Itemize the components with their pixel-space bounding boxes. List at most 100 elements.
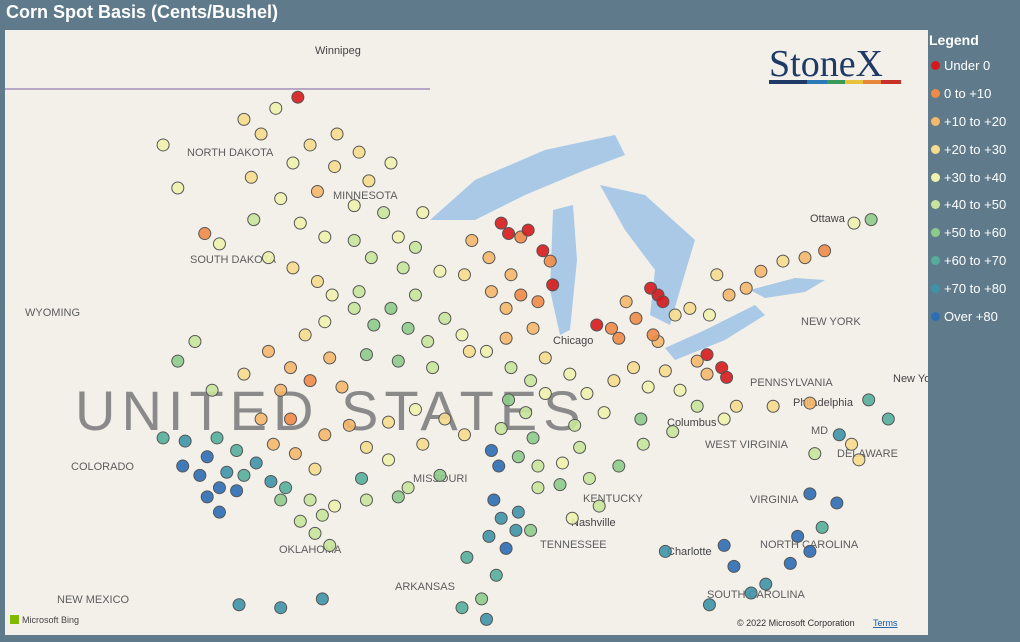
basis-point[interactable] xyxy=(722,288,736,302)
basis-point[interactable] xyxy=(646,328,660,342)
basis-point[interactable] xyxy=(200,490,214,504)
legend-item[interactable]: Under 0 xyxy=(928,52,1020,80)
basis-point[interactable] xyxy=(489,568,503,582)
basis-point[interactable] xyxy=(310,185,324,199)
basis-point[interactable] xyxy=(455,601,469,615)
basis-point[interactable] xyxy=(845,437,859,451)
basis-point[interactable] xyxy=(323,351,337,365)
basis-point[interactable] xyxy=(288,447,302,461)
basis-point[interactable] xyxy=(210,431,224,445)
basis-point[interactable] xyxy=(156,431,170,445)
basis-point[interactable] xyxy=(284,412,297,426)
basis-point[interactable] xyxy=(178,434,192,448)
basis-point[interactable] xyxy=(568,418,582,432)
basis-point[interactable] xyxy=(524,523,538,537)
basis-point[interactable] xyxy=(727,559,741,573)
basis-point[interactable] xyxy=(590,318,604,332)
basis-point[interactable] xyxy=(502,393,516,407)
basis-point[interactable] xyxy=(249,456,263,470)
basis-point[interactable] xyxy=(690,354,704,368)
basis-point[interactable] xyxy=(604,321,618,335)
basis-point[interactable] xyxy=(700,367,714,381)
basis-point[interactable] xyxy=(668,308,682,322)
basis-point[interactable] xyxy=(364,251,378,265)
basis-point[interactable] xyxy=(457,268,471,282)
basis-point[interactable] xyxy=(607,374,621,388)
basis-point[interactable] xyxy=(482,251,496,265)
basis-point[interactable] xyxy=(729,399,743,413)
basis-point[interactable] xyxy=(803,396,817,410)
basis-point[interactable] xyxy=(555,456,569,470)
basis-point[interactable] xyxy=(212,237,226,251)
basis-point[interactable] xyxy=(359,493,373,507)
basis-point[interactable] xyxy=(847,216,861,230)
basis-point[interactable] xyxy=(377,206,391,220)
basis-point[interactable] xyxy=(636,437,650,451)
basis-point[interactable] xyxy=(702,308,716,322)
basis-point[interactable] xyxy=(355,471,369,485)
basis-point[interactable] xyxy=(480,612,493,626)
basis-point[interactable] xyxy=(416,437,430,451)
basis-point[interactable] xyxy=(362,174,376,188)
basis-point[interactable] xyxy=(499,301,513,315)
basis-point[interactable] xyxy=(658,364,672,378)
basis-point[interactable] xyxy=(543,254,557,268)
basis-point[interactable] xyxy=(526,321,540,335)
basis-point[interactable] xyxy=(254,127,268,141)
basis-point[interactable] xyxy=(783,556,797,570)
legend-item[interactable]: +10 to +20 xyxy=(928,108,1020,136)
basis-point[interactable] xyxy=(408,288,422,302)
basis-point[interactable] xyxy=(264,475,278,489)
basis-point[interactable] xyxy=(717,412,731,426)
basis-point[interactable] xyxy=(220,465,234,479)
basis-point[interactable] xyxy=(347,301,361,315)
basis-point[interactable] xyxy=(433,264,447,278)
basis-point[interactable] xyxy=(318,428,332,442)
basis-point[interactable] xyxy=(325,288,339,302)
basis-point[interactable] xyxy=(818,244,832,258)
basis-point[interactable] xyxy=(391,490,405,504)
basis-point[interactable] xyxy=(401,481,415,495)
basis-point[interactable] xyxy=(641,380,655,394)
basis-point[interactable] xyxy=(487,493,501,507)
legend-item[interactable]: +30 to +40 xyxy=(928,163,1020,191)
basis-point[interactable] xyxy=(237,112,251,126)
basis-point[interactable] xyxy=(232,598,246,612)
basis-point[interactable] xyxy=(504,268,518,282)
basis-point[interactable] xyxy=(460,550,474,564)
basis-point[interactable] xyxy=(700,348,714,362)
basis-point[interactable] xyxy=(766,399,780,413)
basis-point[interactable] xyxy=(342,418,356,432)
basis-point[interactable] xyxy=(720,370,734,384)
basis-point[interactable] xyxy=(330,127,344,141)
basis-point[interactable] xyxy=(269,101,283,115)
basis-point[interactable] xyxy=(176,459,190,473)
basis-point[interactable] xyxy=(247,213,261,227)
basis-point[interactable] xyxy=(538,351,552,365)
basis-point[interactable] xyxy=(673,383,687,397)
basis-point[interactable] xyxy=(382,415,395,429)
basis-point[interactable] xyxy=(308,462,322,476)
basis-point[interactable] xyxy=(401,321,415,335)
legend-item[interactable]: Over +80 xyxy=(928,302,1020,330)
basis-point[interactable] xyxy=(494,216,508,230)
basis-point[interactable] xyxy=(754,264,768,278)
basis-point[interactable] xyxy=(634,412,648,426)
basis-point[interactable] xyxy=(462,344,476,358)
basis-point[interactable] xyxy=(291,90,305,104)
basis-point[interactable] xyxy=(293,514,307,528)
basis-point[interactable] xyxy=(347,199,361,213)
basis-point[interactable] xyxy=(509,523,523,537)
basis-point[interactable] xyxy=(514,288,528,302)
basis-point[interactable] xyxy=(315,508,329,522)
basis-point[interactable] xyxy=(318,230,332,244)
basis-point[interactable] xyxy=(426,361,440,375)
basis-point[interactable] xyxy=(279,481,293,495)
basis-point[interactable] xyxy=(536,244,550,258)
basis-point[interactable] xyxy=(504,361,518,375)
basis-point[interactable] xyxy=(553,478,567,492)
basis-point[interactable] xyxy=(308,526,322,540)
basis-point[interactable] xyxy=(303,138,317,152)
basis-point[interactable] xyxy=(457,428,471,442)
basis-point[interactable] xyxy=(352,145,366,159)
